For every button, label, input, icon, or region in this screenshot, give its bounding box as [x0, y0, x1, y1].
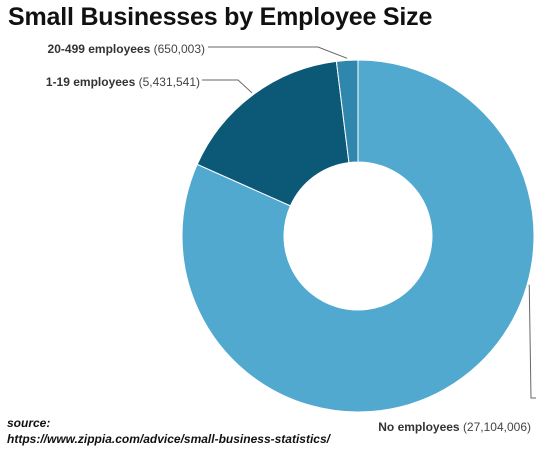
- slice-1-19-employees: [196, 60, 350, 207]
- slice-label-no-employees: No employees (27,104,006): [378, 420, 531, 434]
- slice-20-499-employees: [335, 59, 359, 164]
- slice-label-20-499-employees: 20-499 employees (650,003): [48, 42, 205, 56]
- slice-label-value: (650,003): [154, 42, 205, 56]
- slice-label-name: 1-19 employees: [46, 75, 139, 89]
- leader-line-no-employees: [528, 284, 536, 399]
- source-url: https://www.zippia.com/advice/small-busi…: [7, 432, 330, 446]
- slice-label-value: (27,104,006): [463, 420, 531, 434]
- slice-label-value: (5,431,541): [139, 75, 200, 89]
- slice-label-name: No employees: [378, 420, 463, 434]
- slice-label-1-19-employees: 1-19 employees (5,431,541): [46, 75, 200, 89]
- source-note: source: https://www.zippia.com/advice/sm…: [7, 415, 330, 447]
- slice-no-employees: [181, 59, 535, 413]
- chart-title: Small Businesses by Employee Size: [8, 3, 433, 31]
- source-label: source:: [7, 416, 51, 430]
- leader-line-1-19-employees: [202, 79, 253, 94]
- leader-line-20-499-employees: [208, 46, 348, 59]
- slice-label-name: 20-499 employees: [48, 42, 154, 56]
